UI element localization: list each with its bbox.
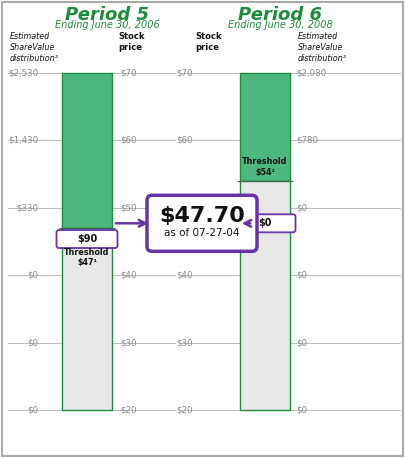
Text: $1,430: $1,430 <box>8 136 38 145</box>
Text: Estimated
ShareValue
distribution²: Estimated ShareValue distribution² <box>10 32 59 63</box>
FancyBboxPatch shape <box>147 195 257 251</box>
Text: $40: $40 <box>177 271 193 280</box>
Text: $30: $30 <box>120 338 136 347</box>
Text: $50: $50 <box>177 203 193 213</box>
Text: $2,530: $2,530 <box>8 69 38 77</box>
Text: $70: $70 <box>120 69 136 77</box>
Text: Stock
price: Stock price <box>118 32 145 52</box>
Text: $0: $0 <box>296 338 307 347</box>
Text: $70: $70 <box>177 69 193 77</box>
Text: $0: $0 <box>296 203 307 213</box>
Text: $780: $780 <box>296 136 318 145</box>
Text: $90: $90 <box>77 234 97 244</box>
Text: $60: $60 <box>177 136 193 145</box>
Text: Threshold
$47¹: Threshold $47¹ <box>64 248 110 267</box>
Text: $0: $0 <box>258 218 272 228</box>
Text: $20: $20 <box>177 405 193 414</box>
Text: $0: $0 <box>27 405 38 414</box>
Text: Period 5: Period 5 <box>65 6 149 24</box>
Bar <box>240 181 290 410</box>
Text: $50: $50 <box>120 203 136 213</box>
Text: $0: $0 <box>296 405 307 414</box>
Text: $330: $330 <box>16 203 38 213</box>
Text: Stock
price: Stock price <box>195 32 222 52</box>
Bar <box>62 73 112 228</box>
Text: Ending June 30, 2006: Ending June 30, 2006 <box>55 20 160 30</box>
FancyBboxPatch shape <box>57 230 117 248</box>
Text: $20: $20 <box>120 405 136 414</box>
Text: Ending June 30, 2008: Ending June 30, 2008 <box>228 20 333 30</box>
FancyBboxPatch shape <box>234 214 296 232</box>
Text: Period 6: Period 6 <box>238 6 322 24</box>
Text: $47.70: $47.70 <box>159 206 245 226</box>
Bar <box>62 228 112 410</box>
Text: $0: $0 <box>296 271 307 280</box>
Text: $40: $40 <box>120 271 136 280</box>
Text: as of 07-27-04: as of 07-27-04 <box>164 228 240 238</box>
Text: Threshold
$54¹: Threshold $54¹ <box>242 158 288 177</box>
Text: $2,080: $2,080 <box>296 69 326 77</box>
Text: $60: $60 <box>120 136 136 145</box>
Text: $0: $0 <box>27 271 38 280</box>
Text: $0: $0 <box>27 338 38 347</box>
Bar <box>240 73 290 181</box>
Text: $30: $30 <box>177 338 193 347</box>
Text: Estimated
ShareValue
distribution²: Estimated ShareValue distribution² <box>298 32 347 63</box>
